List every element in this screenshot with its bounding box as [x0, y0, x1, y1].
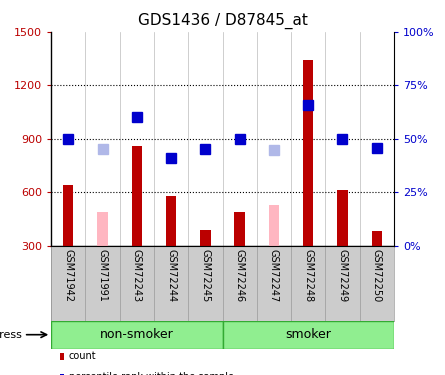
Bar: [63, 185, 73, 246]
Text: GSM71991: GSM71991: [97, 249, 108, 302]
Text: GSM72248: GSM72248: [303, 249, 313, 303]
Text: stress: stress: [0, 330, 22, 340]
Text: GSM72244: GSM72244: [166, 249, 176, 303]
Text: GSM72250: GSM72250: [372, 249, 382, 303]
Bar: [235, 212, 245, 246]
Bar: [51, 321, 223, 349]
Text: GSM71942: GSM71942: [63, 249, 73, 302]
Bar: [132, 146, 142, 246]
Text: smoker: smoker: [285, 328, 331, 341]
Text: GSM72245: GSM72245: [200, 249, 210, 303]
Text: GSM72249: GSM72249: [337, 249, 348, 303]
Text: GSM72247: GSM72247: [269, 249, 279, 303]
Bar: [337, 190, 348, 246]
Bar: [372, 231, 382, 246]
Text: GSM72243: GSM72243: [132, 249, 142, 303]
Bar: [222, 321, 394, 349]
Bar: [200, 230, 210, 246]
Bar: [269, 205, 279, 246]
Text: count: count: [69, 351, 96, 361]
Bar: [166, 196, 176, 246]
Title: GDS1436 / D87845_at: GDS1436 / D87845_at: [138, 13, 307, 29]
Text: percentile rank within the sample: percentile rank within the sample: [69, 372, 234, 375]
Bar: [303, 60, 313, 246]
Text: non-smoker: non-smoker: [100, 328, 174, 341]
Bar: [97, 212, 108, 246]
Text: GSM72246: GSM72246: [235, 249, 245, 303]
